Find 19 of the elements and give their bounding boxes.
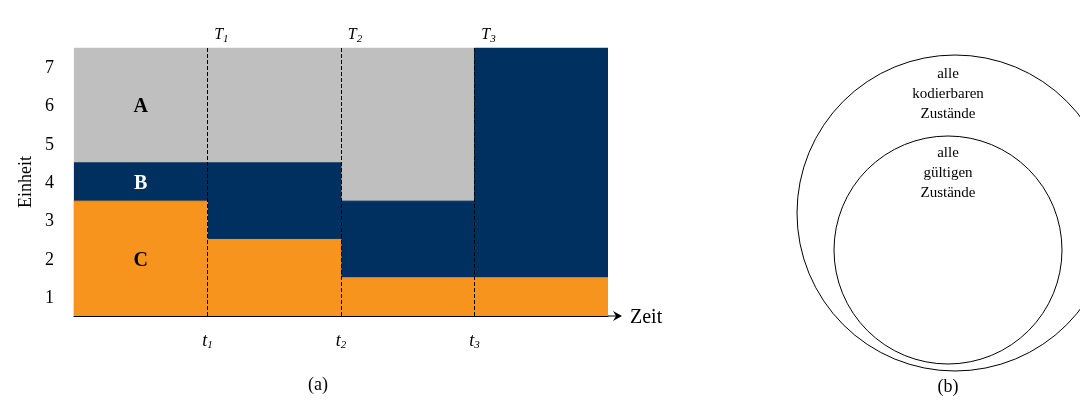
x-tick-label: t3 — [469, 329, 481, 350]
y-axis-title: Einheit — [15, 156, 35, 208]
x-tick-label: t2 — [335, 329, 347, 350]
y-tick-label: 4 — [44, 172, 54, 192]
text: alle kodierbaren Zustände — [912, 65, 985, 121]
x-tick-label: t1 — [202, 329, 213, 350]
text: alle gültigen Zustände — [920, 144, 976, 200]
y-tick-label: 1 — [44, 286, 54, 307]
y-tick-label: 6 — [44, 95, 54, 116]
text: (b) — [937, 376, 959, 397]
y-tick-label: 3 — [44, 210, 54, 231]
y-tick-label: 5 — [44, 133, 54, 154]
text: (a) — [307, 374, 329, 395]
x-axis-title: Zeit — [630, 305, 663, 327]
series-label: B — [133, 171, 148, 193]
y-tick-label: 7 — [44, 57, 54, 78]
series-label: A — [133, 94, 149, 117]
y-tick-label: 2 — [44, 248, 54, 269]
series-label: C — [133, 247, 148, 270]
